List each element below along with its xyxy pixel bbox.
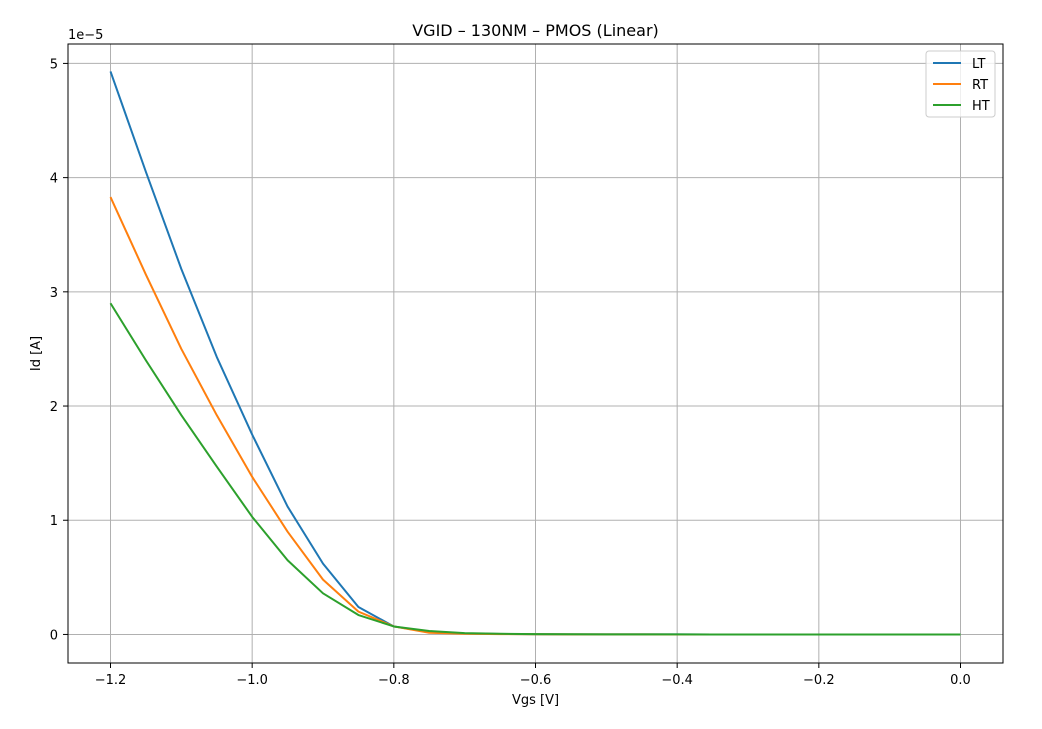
series-line-ht [109, 302, 961, 636]
y-axis-label: Id [A] [29, 336, 44, 371]
x-tick-label: 0.0 [950, 673, 971, 688]
x-axis-label: Vgs [V] [512, 693, 559, 708]
legend-label-lt: LT [972, 57, 985, 72]
y-tick-label: 5 [50, 57, 58, 72]
y-tick-label: 0 [50, 628, 58, 643]
legend: LT RT HT [925, 50, 996, 118]
grid-lines [68, 44, 1003, 663]
y-tick-label: 4 [50, 172, 58, 187]
y-tick-label: 1 [50, 514, 58, 529]
x-tick-label: −0.6 [520, 673, 552, 688]
y-tick-label: 3 [50, 286, 58, 301]
legend-label-ht: HT [972, 99, 990, 114]
y-axis-offset-text: 1e−5 [68, 28, 103, 43]
chart-title: VGID – 130NM – PMOS (Linear) [412, 21, 659, 40]
x-tick-label: −0.2 [803, 673, 835, 688]
x-tick-label: −0.8 [378, 673, 410, 688]
x-tick-label: −1.2 [95, 673, 127, 688]
y-ticks: 0 1 2 3 4 5 [50, 57, 68, 643]
y-tick-label: 2 [50, 400, 58, 415]
data-series [109, 71, 961, 636]
x-tick-label: −1.0 [236, 673, 268, 688]
legend-label-rt: RT [972, 78, 988, 93]
x-ticks: −1.2 −1.0 −0.8 −0.6 −0.4 −0.2 0.0 [95, 663, 971, 688]
x-tick-label: −0.4 [661, 673, 693, 688]
